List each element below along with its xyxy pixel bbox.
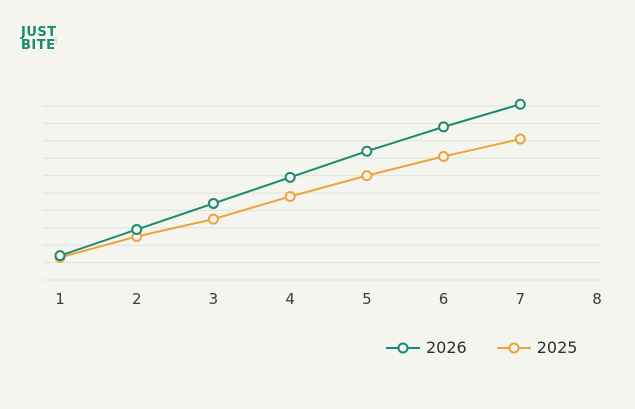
data-point[interactable] [207, 197, 219, 209]
data-point[interactable] [438, 150, 450, 162]
data-point[interactable] [514, 133, 526, 145]
x-tick-label: 8 [592, 290, 602, 308]
x-tick-label: 4 [285, 290, 295, 308]
data-point[interactable] [207, 213, 219, 225]
x-tick-label: 2 [132, 290, 142, 308]
data-point[interactable] [438, 121, 450, 133]
legend-item[interactable]: 2025 [496, 338, 578, 357]
legend-swatch [496, 342, 531, 353]
hand-icon: ☝ [52, 37, 58, 47]
data-point[interactable] [131, 224, 143, 236]
x-tick-label: 5 [362, 290, 372, 308]
data-point[interactable] [514, 98, 526, 110]
data-point[interactable] [284, 171, 296, 183]
x-tick-label: 3 [209, 290, 219, 308]
data-point[interactable] [361, 170, 373, 182]
data-point[interactable] [361, 145, 373, 157]
legend-label: 2026 [426, 338, 467, 357]
gridlines [43, 105, 600, 281]
brand-logo: JUST BITE [21, 26, 57, 52]
x-axis: 1 2 3 4 5 6 7 8 [55, 290, 602, 308]
data-point[interactable] [54, 250, 66, 262]
legend-swatch [386, 342, 420, 353]
data-point[interactable] [284, 190, 296, 202]
series-2026 [54, 98, 526, 262]
x-tick-label: 6 [439, 290, 449, 308]
brand-line-2: BITE [21, 38, 56, 53]
series-group [54, 98, 526, 263]
x-tick-label: 7 [516, 290, 526, 308]
brand-line-1: JUST [21, 25, 57, 40]
series-2025 [54, 133, 526, 263]
x-tick-label: 1 [55, 290, 65, 308]
legend: 2026 2025 [386, 338, 607, 357]
legend-label: 2025 [536, 338, 578, 357]
legend-item[interactable]: 2026 [386, 338, 467, 357]
